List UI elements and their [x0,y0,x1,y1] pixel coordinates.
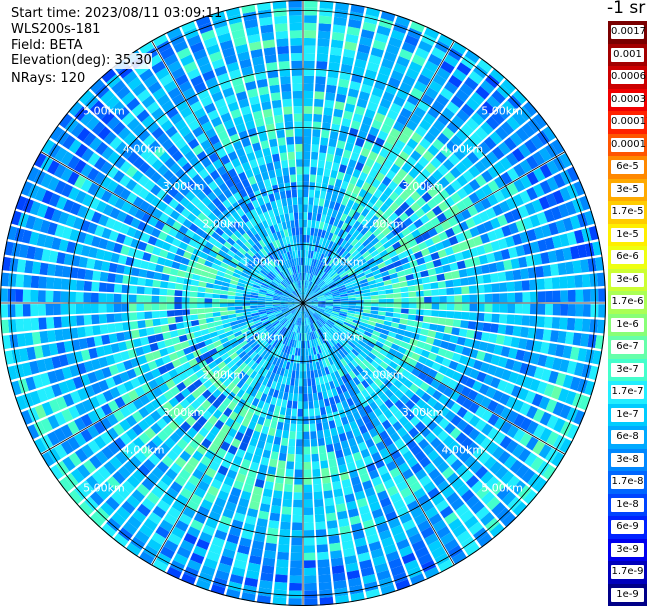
azimuth-spoke [40,151,304,304]
range-label: 4.00km [442,142,484,155]
colorbar-cell: 3e-7 [608,358,647,381]
colorbar-tick-label: 0.0001 [611,137,646,152]
colorbar-tick-label: 1.7e-6 [611,295,644,309]
colorbar-tick-label: 6e-6 [611,250,644,264]
range-label: 3.00km [163,180,205,193]
range-label: 3.00km [402,180,444,193]
colorbar-cell: 0.0001 [608,133,647,156]
colorbar-cell: 1e-5 [608,223,647,246]
ppi-data-bins [0,0,606,606]
range-label: 1.00km [322,331,364,344]
azimuth-spoke [302,40,455,304]
colorbar-cell: 6e-8 [608,426,647,449]
colorbar-tick-label: 0.0003 [611,92,646,107]
colorbar-cell: 1e-7 [608,403,647,426]
colorbar-cell: 1.7e-8 [608,471,647,494]
colorbar-tick-label: 6e-7 [611,340,644,354]
range-label: 5.00km [83,105,125,118]
colorbar-cell: 3e-9 [608,538,647,561]
azimuth-spoke [151,40,304,304]
range-label: 1.00km [242,255,284,268]
colorbar-tick-label: 3e-5 [611,182,644,197]
colorbar-cell: 0.0003 [608,88,647,111]
colorbar-tick-label: 6e-9 [611,520,644,534]
range-label: 4.00km [442,444,484,457]
colorbar-tick-label: 3e-6 [611,272,644,287]
colorbar-cell: 6e-5 [608,156,647,179]
colorbar-tick-label: 1.7e-9 [611,565,644,579]
range-label: 2.00km [362,368,404,381]
range-label: 2.00km [203,368,245,381]
colorbar-cell: 1e-9 [608,583,647,606]
nrays-label: NRays: 120 [11,71,86,86]
device-label: WLS200s-181 [11,22,101,37]
azimuth-spoke [302,302,455,566]
range-label: 1.00km [322,255,364,268]
colorbar-tick-label: 1e-7 [611,407,644,422]
elevation-label: Elevation(deg): 35.30 [11,53,152,69]
colorbar-cell: 6e-7 [608,336,647,359]
colorbar-cell: 6e-6 [608,246,647,269]
colorbar-tick-label: 1e-8 [611,497,644,512]
colorbar-tick-label: 1e-9 [611,587,644,602]
colorbar-tick-label: 1.7e-8 [611,475,644,489]
range-label: 5.00km [83,481,125,494]
colorbar-tick-label: 1e-6 [611,317,644,332]
colorbar-cell: 3e-8 [608,448,647,471]
colorbar-cell: 3e-6 [608,268,647,291]
colorbar-tick-label: 1e-5 [611,227,644,242]
range-label: 2.00km [362,218,404,231]
colorbar-tick-label: 0.0006 [611,70,646,84]
colorbar-cell: 3e-5 [608,178,647,201]
range-label: 3.00km [163,406,205,419]
colorbar-unit-title: -1 sr [607,0,646,18]
colorbar-tick-label: 1.7e-7 [611,385,644,399]
azimuth-spoke [302,302,566,455]
start-time-label: Start time: 2023/08/11 03:09:11 [11,6,223,21]
range-label: 5.00km [481,481,523,494]
range-label: 2.00km [203,218,245,231]
azimuth-spoke [40,302,304,455]
colorbar-cell: 0.0006 [608,66,647,89]
colorbar-tick-label: 3e-7 [611,362,644,377]
colorbar: 0.0017 0.001 0.0006 0.0003 0.00017 0.0001 6e-5… [608,21,647,606]
colorbar-cell: 1.7e-7 [608,381,647,404]
colorbar-cell: 1.7e-5 [608,201,647,224]
colorbar-tick-label: 3e-8 [611,452,644,467]
range-label: 5.00km [481,105,523,118]
azimuth-spoke [302,151,566,304]
colorbar-tick-label: 3e-9 [611,542,644,557]
range-label: 4.00km [123,142,165,155]
colorbar-tick-label: 0.001 [611,47,644,62]
colorbar-cell: 0.001 [608,43,647,66]
colorbar-cell: 0.0017 [608,21,647,44]
colorbar-tick-label: 6e-5 [611,160,644,174]
colorbar-tick-label: 0.0017 [611,25,646,39]
range-label: 1.00km [242,331,284,344]
colorbar-cell: 1e-6 [608,313,647,336]
colorbar-cell: 1.7e-9 [608,561,647,584]
colorbar-cell: 0.00017 [608,111,647,134]
range-label: 3.00km [402,406,444,419]
colorbar-tick-label: 6e-8 [611,430,644,444]
field-label: Field: BETA [11,38,83,53]
range-label: 4.00km [123,444,165,457]
colorbar-cell: 1e-8 [608,493,647,516]
colorbar-tick-label: 1.7e-5 [611,205,644,219]
azimuth-spoke [151,302,304,566]
colorbar-tick-label: 0.00017 [611,115,647,129]
ppi-scan-plot: 1.00km 2.00km 3.00km 4.00km 5.00km 1.00km 2.00… [0,0,606,606]
colorbar-cell: 1.7e-6 [608,291,647,314]
colorbar-cell: 6e-9 [608,516,647,539]
